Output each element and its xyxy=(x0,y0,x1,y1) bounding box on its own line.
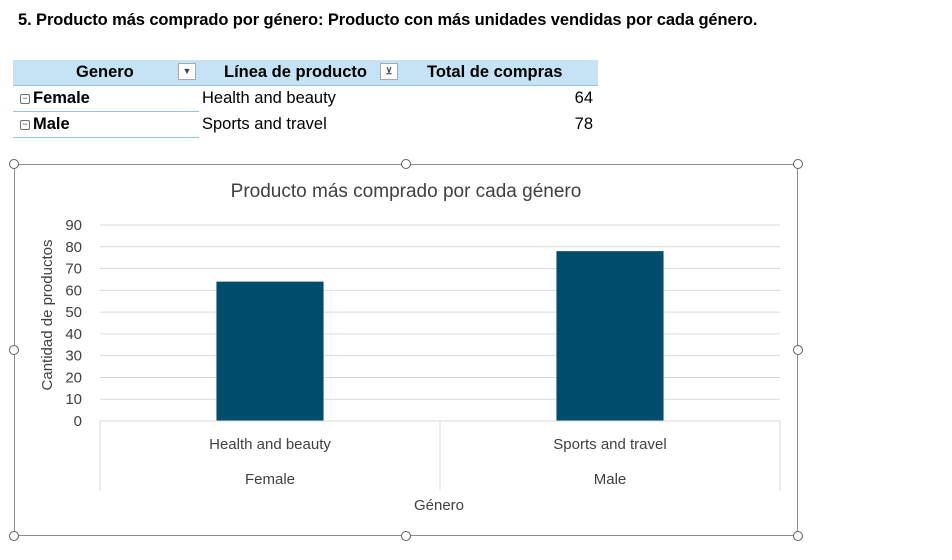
resize-handle[interactable] xyxy=(9,345,19,355)
resize-handle[interactable] xyxy=(9,531,19,541)
x-axis-label: Género xyxy=(414,497,464,514)
bar[interactable] xyxy=(216,281,324,421)
chevron-down-icon[interactable]: ▼ xyxy=(178,63,196,80)
resize-handle[interactable] xyxy=(793,531,803,541)
chart-title: Producto más comprado por cada género xyxy=(231,181,582,202)
x-group-label: Male xyxy=(594,471,627,488)
row-total: 78 xyxy=(574,115,593,133)
resize-handle[interactable] xyxy=(793,345,803,355)
bar[interactable] xyxy=(556,251,664,421)
resize-handle[interactable] xyxy=(401,531,411,541)
y-tick-label: 70 xyxy=(65,261,82,278)
minus-icon[interactable]: − xyxy=(20,120,30,130)
y-tick-label: 40 xyxy=(65,326,82,343)
x-category-label: Health and beauty xyxy=(209,436,331,453)
pivot-header: Genero ▼ Línea de producto ⊻ Total de co… xyxy=(13,60,598,86)
resize-handle[interactable] xyxy=(793,159,803,169)
x-group-label: Female xyxy=(245,471,295,488)
table-row: − Female Health and beauty 64 xyxy=(13,86,598,112)
resize-handle[interactable] xyxy=(9,159,19,169)
y-tick-label: 50 xyxy=(65,304,82,321)
row-genero[interactable]: − Female xyxy=(20,89,90,108)
chart-frame[interactable]: Producto más comprado por cada género 0 1… xyxy=(14,164,798,536)
y-tick-label: 30 xyxy=(65,348,82,365)
filter-icon[interactable]: ⊻ xyxy=(380,63,398,80)
y-tick-label: 80 xyxy=(65,239,82,256)
row-total: 64 xyxy=(574,89,593,107)
row-linea: Health and beauty xyxy=(202,89,336,107)
y-tick-label: 90 xyxy=(65,217,82,234)
y-axis-label: Cantidad de productos xyxy=(39,240,56,391)
y-tick-label: 0 xyxy=(74,413,82,430)
table-row: − Male Sports and travel 78 xyxy=(13,112,598,138)
bar-chart: Producto más comprado por cada género 0 1… xyxy=(39,181,781,514)
header-linea-producto: Línea de producto xyxy=(224,63,368,81)
y-tick-label: 10 xyxy=(65,391,82,408)
y-tick-label: 20 xyxy=(65,369,82,386)
y-tick-label: 60 xyxy=(65,282,82,299)
minus-icon[interactable]: − xyxy=(20,94,30,104)
section-heading: 5. Producto más comprado por género: Pro… xyxy=(18,11,758,29)
header-total-compras: Total de compras xyxy=(427,63,563,81)
row-genero[interactable]: − Male xyxy=(20,115,70,134)
resize-handle[interactable] xyxy=(401,159,411,169)
x-category-label: Sports and travel xyxy=(553,436,666,453)
pivot-table: Genero ▼ Línea de producto ⊻ Total de co… xyxy=(13,60,598,138)
header-genero: Genero xyxy=(76,63,134,81)
row-linea: Sports and travel xyxy=(202,115,327,133)
